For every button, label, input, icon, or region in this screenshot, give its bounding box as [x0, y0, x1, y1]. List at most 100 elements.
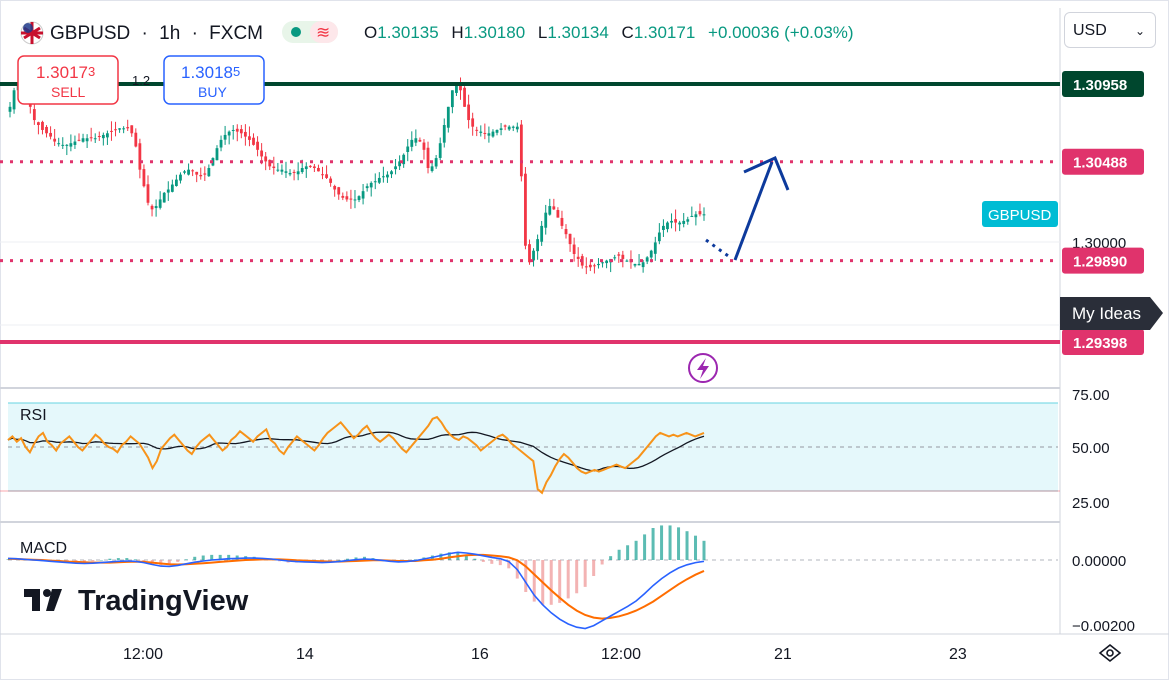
macd-hist-bar [600, 560, 604, 565]
candle [678, 220, 682, 232]
buy-button[interactable]: 1.30185 BUY [163, 55, 265, 105]
candle [349, 189, 353, 209]
candle [613, 254, 617, 261]
candle [288, 169, 292, 177]
candle [150, 204, 154, 217]
candle [174, 174, 178, 187]
candle [694, 211, 698, 226]
macd-hist-bar [651, 528, 655, 560]
candle [633, 263, 637, 268]
currency-select[interactable]: USD ⌄ [1064, 12, 1156, 48]
candle [8, 101, 12, 118]
sell-button[interactable]: 1.30173 SELL [17, 55, 119, 105]
candle [325, 165, 328, 179]
macd-hist-bar [116, 558, 120, 560]
macd-tick-0: 0.00000 [1072, 553, 1126, 570]
macd-hist-bar [694, 535, 698, 560]
level-tag-3: 1.29398 [1062, 329, 1144, 355]
candle [536, 234, 540, 260]
candle [682, 213, 686, 228]
sell-price: 1.3017 [36, 63, 88, 82]
candle [110, 121, 113, 141]
macd-hist-bar [91, 560, 95, 562]
candle [398, 155, 402, 170]
candle [37, 121, 40, 135]
macd-hist-bar [498, 560, 502, 566]
candle [702, 207, 706, 221]
candle [248, 126, 251, 147]
buy-label: BUY [198, 84, 227, 100]
ohlc-values: O1.30135 H1.30180 L1.30134 C1.30171 +0.0… [364, 23, 854, 42]
candle [499, 123, 503, 136]
svg-text:1.30173: 1.30173 [36, 63, 95, 82]
candle [446, 106, 450, 133]
candle [45, 125, 48, 138]
macd-hist-bar [481, 560, 485, 562]
tradingview-logo-text: TradingView [78, 585, 249, 617]
candle [519, 120, 523, 182]
wave-icon: ≋ [316, 23, 330, 42]
candle [532, 248, 535, 267]
candle [491, 129, 495, 138]
candle [73, 135, 77, 149]
macd-hist-bar [583, 560, 587, 587]
candle [560, 210, 564, 230]
projection-arrow [705, 155, 790, 261]
time-label-5: 23 [949, 646, 967, 663]
macd-hist-bar [575, 560, 579, 594]
macd-line [7, 551, 705, 630]
market-status-toggle[interactable]: ≋ [282, 21, 338, 43]
candle [528, 239, 531, 265]
sell-price-pip: 3 [88, 64, 95, 79]
tradingview-logo[interactable]: TradingView [24, 585, 249, 617]
my-ideas-button[interactable]: My Ideas [1060, 297, 1163, 330]
candle [584, 257, 588, 275]
symbol-tag-text: GBPUSD [988, 207, 1052, 224]
candle [162, 192, 166, 203]
candle [564, 224, 568, 239]
symbol-tag: GBPUSD [982, 201, 1058, 227]
candle [406, 139, 410, 162]
macd-hist-bar [643, 534, 647, 560]
candle [402, 153, 406, 168]
rsi-tick-25: 25.00 [1072, 495, 1110, 512]
lightning-icon[interactable] [688, 353, 718, 383]
candle [426, 141, 430, 174]
level-tag-text-3: 1.29398 [1073, 335, 1127, 352]
macd-label: MACD [20, 540, 67, 557]
flag-icon [20, 21, 44, 45]
candle [698, 203, 702, 217]
candle [219, 135, 223, 152]
candle [625, 259, 629, 262]
candle [166, 181, 170, 201]
level-tag-text-0: 1.30958 [1073, 77, 1127, 94]
candle [191, 169, 195, 177]
candle [662, 219, 665, 237]
macd-hist-bar [337, 560, 341, 561]
macd-hist-bar [677, 527, 681, 560]
candle [641, 260, 645, 273]
candle [479, 125, 483, 137]
candle [333, 184, 337, 197]
candle [329, 176, 333, 187]
candle [361, 183, 365, 205]
candle [252, 133, 255, 146]
macd-hist-bar [634, 540, 638, 560]
time-label-4: 21 [774, 646, 792, 663]
candle [430, 161, 434, 173]
candle [556, 207, 560, 218]
svg-text:GBPUSD · 1h: GBPUSD · 1h · FXCM [50, 23, 263, 44]
candle [268, 159, 272, 171]
candle [369, 181, 373, 197]
candle [434, 155, 438, 169]
candle [207, 164, 211, 177]
candle [357, 195, 361, 203]
macd-hist-bar [549, 560, 553, 605]
candle [645, 256, 649, 265]
macd-hist-bar [609, 556, 613, 560]
chart-settings-icon[interactable] [1098, 643, 1122, 663]
tradingview-logo-icon [24, 589, 62, 611]
candle [130, 125, 134, 137]
sell-label: SELL [51, 84, 85, 100]
